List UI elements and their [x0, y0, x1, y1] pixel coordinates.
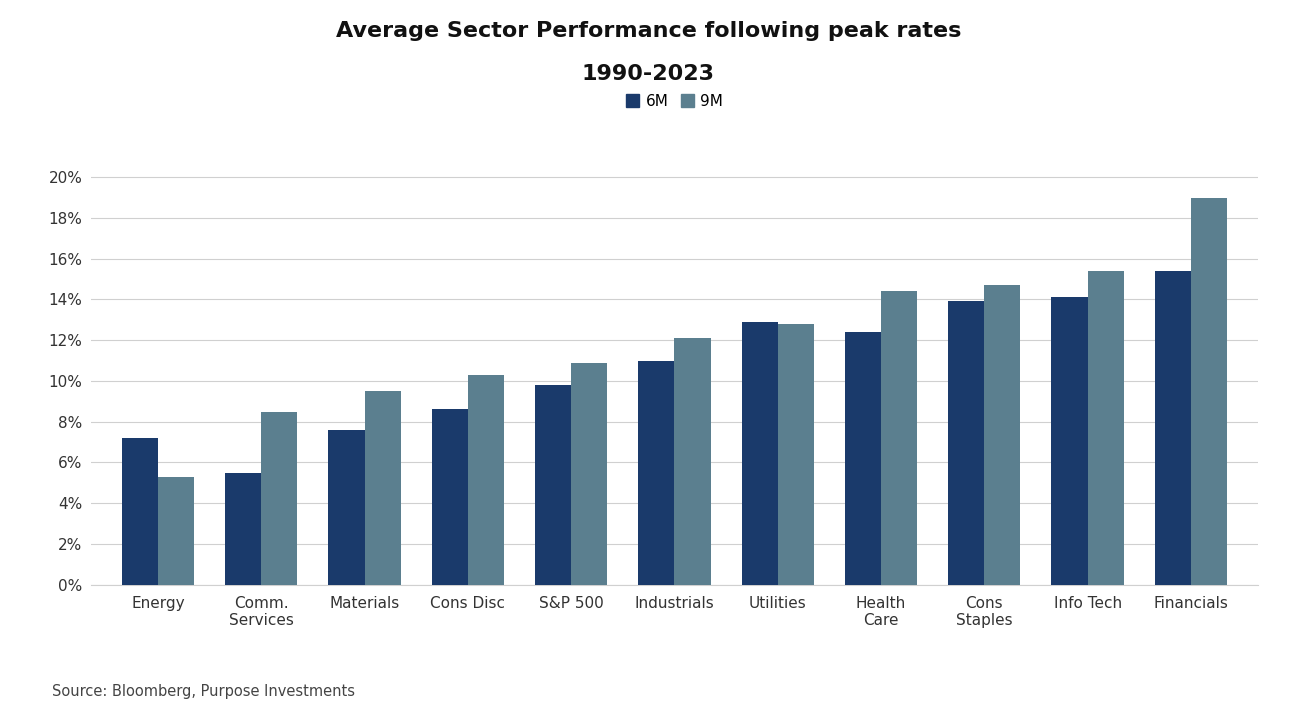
- Text: Average Sector Performance following peak rates: Average Sector Performance following pea…: [336, 21, 961, 41]
- Bar: [571, 363, 607, 585]
- Bar: [364, 391, 401, 585]
- Bar: [468, 375, 505, 585]
- Text: Source: Bloomberg, Purpose Investments: Source: Bloomberg, Purpose Investments: [52, 684, 355, 699]
- Bar: [226, 473, 261, 585]
- Bar: [534, 385, 571, 585]
- Bar: [881, 292, 917, 585]
- Bar: [844, 332, 881, 585]
- Bar: [158, 477, 195, 585]
- Bar: [1191, 198, 1227, 585]
- Bar: [432, 409, 468, 585]
- Legend: 6M, 9M: 6M, 9M: [620, 88, 729, 115]
- Bar: [778, 324, 815, 585]
- Bar: [984, 285, 1021, 585]
- Bar: [261, 411, 297, 585]
- Bar: [122, 438, 158, 585]
- Bar: [1052, 297, 1088, 585]
- Bar: [638, 361, 674, 585]
- Bar: [742, 322, 778, 585]
- Bar: [674, 338, 711, 585]
- Bar: [328, 430, 364, 585]
- Bar: [1154, 271, 1191, 585]
- Bar: [948, 302, 984, 585]
- Text: 1990-2023: 1990-2023: [582, 64, 715, 84]
- Bar: [1088, 271, 1123, 585]
